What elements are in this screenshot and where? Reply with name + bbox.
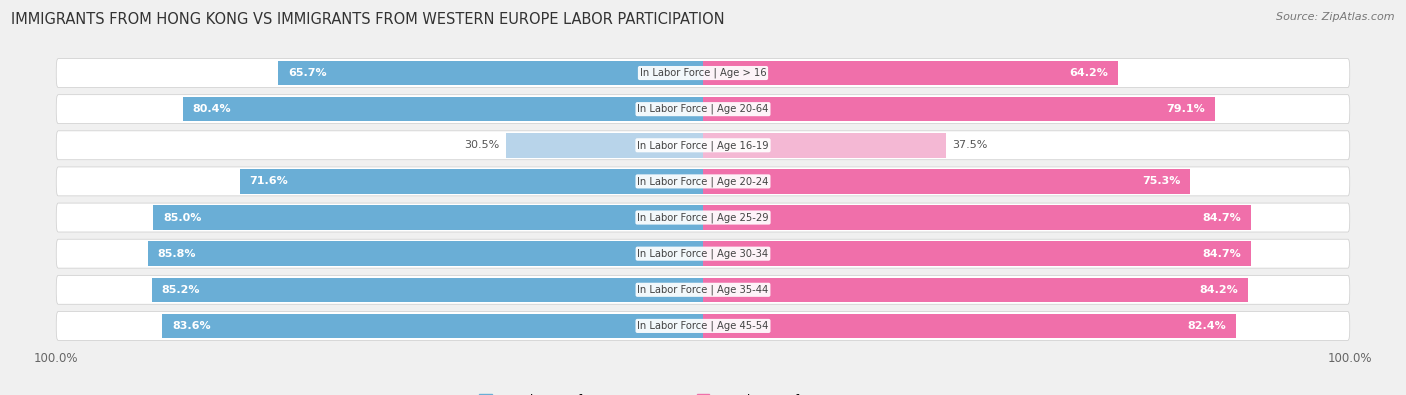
Text: In Labor Force | Age > 16: In Labor Force | Age > 16 bbox=[640, 68, 766, 78]
Text: 71.6%: 71.6% bbox=[250, 177, 288, 186]
Text: In Labor Force | Age 16-19: In Labor Force | Age 16-19 bbox=[637, 140, 769, 150]
Text: 64.2%: 64.2% bbox=[1070, 68, 1108, 78]
Bar bbox=[703, 278, 1247, 302]
FancyBboxPatch shape bbox=[56, 312, 1350, 340]
FancyBboxPatch shape bbox=[56, 275, 1350, 304]
Bar bbox=[278, 61, 703, 85]
Bar bbox=[148, 241, 703, 266]
Bar bbox=[703, 97, 1215, 121]
Text: In Labor Force | Age 35-44: In Labor Force | Age 35-44 bbox=[637, 284, 769, 295]
Bar bbox=[703, 314, 1236, 338]
Text: IMMIGRANTS FROM HONG KONG VS IMMIGRANTS FROM WESTERN EUROPE LABOR PARTICIPATION: IMMIGRANTS FROM HONG KONG VS IMMIGRANTS … bbox=[11, 12, 725, 27]
Text: 37.5%: 37.5% bbox=[952, 140, 987, 150]
Text: 75.3%: 75.3% bbox=[1142, 177, 1180, 186]
Bar bbox=[703, 61, 1118, 85]
Bar bbox=[183, 97, 703, 121]
Text: 30.5%: 30.5% bbox=[464, 140, 499, 150]
Text: 83.6%: 83.6% bbox=[172, 321, 211, 331]
FancyBboxPatch shape bbox=[56, 203, 1350, 232]
FancyBboxPatch shape bbox=[56, 95, 1350, 124]
Bar bbox=[506, 133, 703, 158]
Text: 65.7%: 65.7% bbox=[288, 68, 326, 78]
Bar bbox=[703, 205, 1251, 230]
Legend: Immigrants from Hong Kong, Immigrants from Western Europe: Immigrants from Hong Kong, Immigrants fr… bbox=[479, 393, 927, 395]
FancyBboxPatch shape bbox=[56, 167, 1350, 196]
Text: 85.2%: 85.2% bbox=[162, 285, 200, 295]
FancyBboxPatch shape bbox=[56, 131, 1350, 160]
Bar bbox=[240, 169, 703, 194]
Text: Source: ZipAtlas.com: Source: ZipAtlas.com bbox=[1277, 12, 1395, 22]
Text: In Labor Force | Age 30-34: In Labor Force | Age 30-34 bbox=[637, 248, 769, 259]
Bar bbox=[162, 314, 703, 338]
Text: In Labor Force | Age 45-54: In Labor Force | Age 45-54 bbox=[637, 321, 769, 331]
Bar bbox=[153, 205, 703, 230]
Text: 85.0%: 85.0% bbox=[163, 213, 201, 222]
Bar bbox=[703, 133, 945, 158]
Text: 84.7%: 84.7% bbox=[1202, 213, 1241, 222]
Text: 80.4%: 80.4% bbox=[193, 104, 232, 114]
Bar bbox=[703, 241, 1251, 266]
Bar bbox=[152, 278, 703, 302]
FancyBboxPatch shape bbox=[56, 239, 1350, 268]
Text: In Labor Force | Age 20-64: In Labor Force | Age 20-64 bbox=[637, 104, 769, 115]
Text: 85.8%: 85.8% bbox=[157, 249, 197, 259]
Text: 84.2%: 84.2% bbox=[1199, 285, 1237, 295]
Text: In Labor Force | Age 20-24: In Labor Force | Age 20-24 bbox=[637, 176, 769, 187]
FancyBboxPatch shape bbox=[56, 58, 1350, 87]
Text: 82.4%: 82.4% bbox=[1188, 321, 1226, 331]
Text: 79.1%: 79.1% bbox=[1166, 104, 1205, 114]
Text: 84.7%: 84.7% bbox=[1202, 249, 1241, 259]
Text: In Labor Force | Age 25-29: In Labor Force | Age 25-29 bbox=[637, 212, 769, 223]
Bar bbox=[703, 169, 1189, 194]
